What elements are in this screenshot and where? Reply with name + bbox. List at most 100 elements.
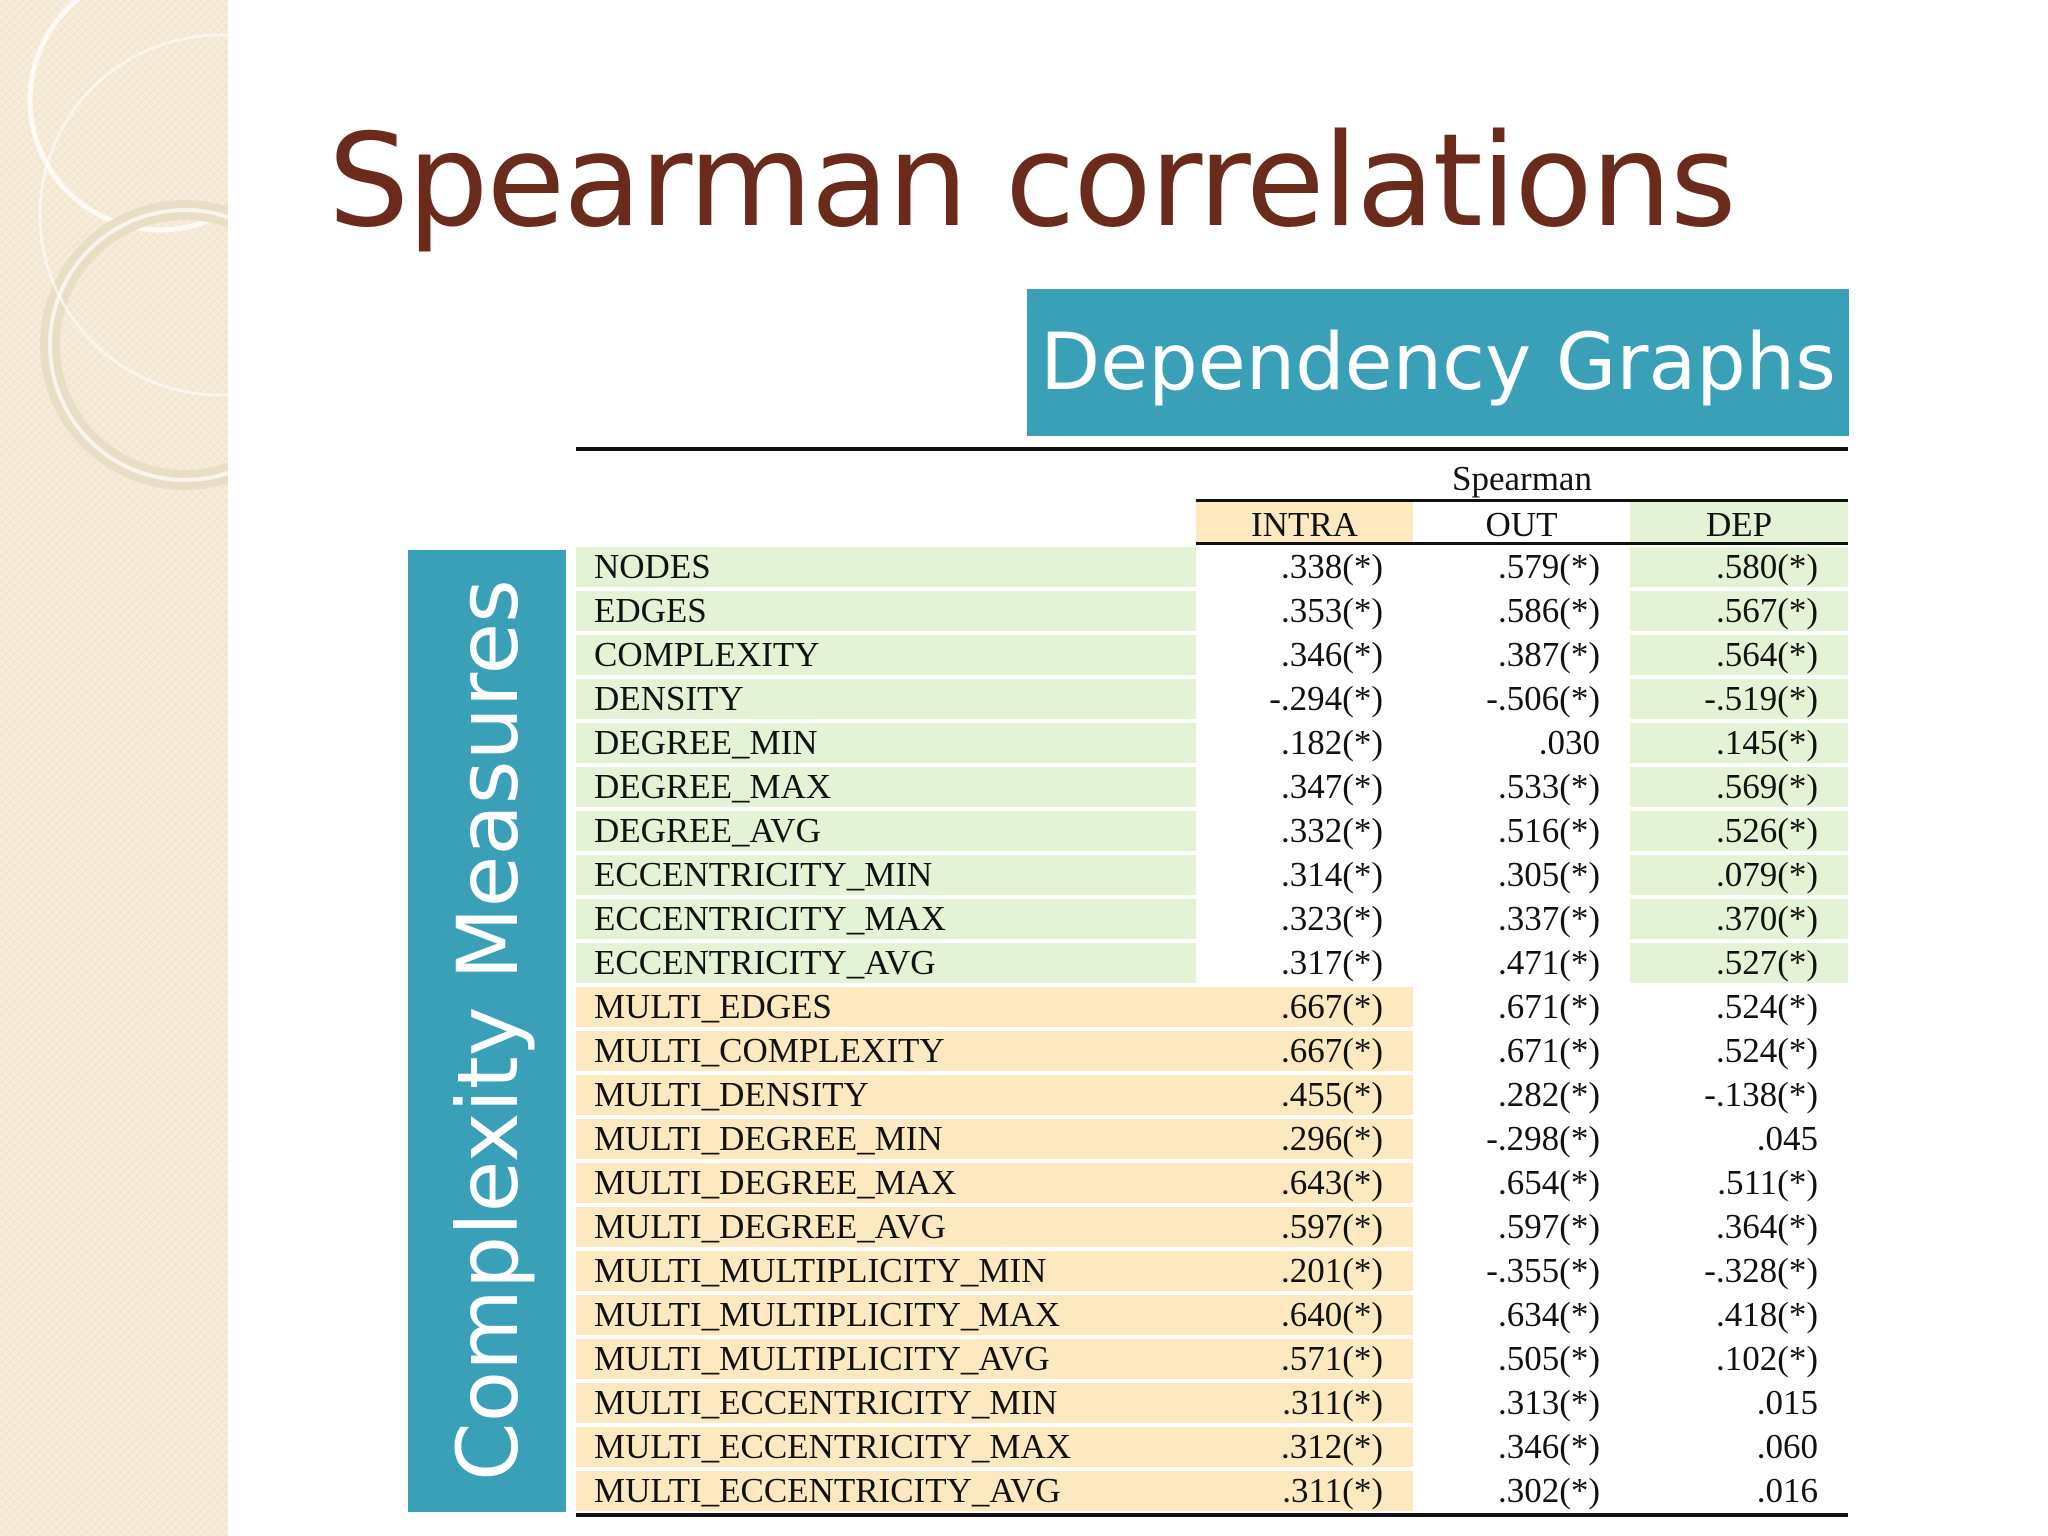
column-header-row: INTRA OUT DEP [576, 499, 1848, 545]
cell-out: .282(*) [1413, 1075, 1630, 1115]
row-label: MULTI_MULTIPLICITY_MAX [576, 1295, 1196, 1335]
cell-intra: .201(*) [1196, 1251, 1413, 1291]
row-label: MULTI_COMPLEXITY [576, 1031, 1196, 1071]
cell-intra: .643(*) [1196, 1163, 1413, 1203]
cell-out: .471(*) [1413, 943, 1630, 983]
row-label: MULTI_MULTIPLICITY_MIN [576, 1251, 1196, 1291]
table-row: MULTI_ECCENTRICITY_AVG .311(*) .302(*) .016 [576, 1469, 1848, 1513]
cell-dep: .060 [1630, 1427, 1848, 1467]
table-row: MULTI_MULTIPLICITY_MAX .640(*) .634(*) .418… [576, 1293, 1848, 1337]
column-header-out: OUT [1413, 499, 1630, 545]
cell-intra: .597(*) [1196, 1207, 1413, 1247]
cell-out: .586(*) [1413, 591, 1630, 631]
decorative-left-strip [0, 0, 228, 1536]
cell-out: -.355(*) [1413, 1251, 1630, 1291]
table-row: DEGREE_MAX .347(*) .533(*) .569(*) [576, 765, 1848, 809]
cell-dep: .580(*) [1630, 547, 1848, 587]
cell-intra: .311(*) [1196, 1383, 1413, 1423]
cell-intra: .311(*) [1196, 1471, 1413, 1511]
table-row: MULTI_COMPLEXITY .667(*) .671(*) .524(*) [576, 1029, 1848, 1073]
table-row: NODES .338(*) .579(*) .580(*) [576, 545, 1848, 589]
cell-dep: .524(*) [1630, 1031, 1848, 1071]
column-header-intra: INTRA [1196, 499, 1413, 545]
column-header-dep: DEP [1630, 499, 1848, 545]
table-row: MULTI_MULTIPLICITY_AVG .571(*) .505(*) .102… [576, 1337, 1848, 1381]
header-label-spacer [576, 499, 1196, 545]
table-bottom-rule [576, 1513, 1848, 1517]
table-row: MULTI_ECCENTRICITY_MAX .312(*) .346(*) .060 [576, 1425, 1848, 1469]
cell-out: .387(*) [1413, 635, 1630, 675]
row-label: ECCENTRICITY_MAX [576, 899, 1196, 939]
cell-out: .516(*) [1413, 811, 1630, 851]
complexity-measures-banner [408, 550, 566, 1512]
cell-intra: -.294(*) [1196, 679, 1413, 719]
cell-intra: .317(*) [1196, 943, 1413, 983]
cell-intra: .640(*) [1196, 1295, 1413, 1335]
cell-dep: .511(*) [1630, 1163, 1848, 1203]
cell-dep: -.328(*) [1630, 1251, 1848, 1291]
slide-title: Spearman correlations [328, 107, 1736, 256]
cell-dep: .418(*) [1630, 1295, 1848, 1335]
cell-out: .305(*) [1413, 855, 1630, 895]
cell-dep: -.519(*) [1630, 679, 1848, 719]
row-label: MULTI_ECCENTRICITY_AVG [576, 1471, 1196, 1511]
cell-dep: .370(*) [1630, 899, 1848, 939]
cell-intra: .571(*) [1196, 1339, 1413, 1379]
cell-out: .634(*) [1413, 1295, 1630, 1335]
row-label: MULTI_MULTIPLICITY_AVG [576, 1339, 1196, 1379]
banner-label: Dependency Graphs [1040, 317, 1836, 408]
cell-dep: .145(*) [1630, 723, 1848, 763]
cell-intra: .332(*) [1196, 811, 1413, 851]
spearman-group-header: Spearman [1452, 459, 1592, 498]
cell-out: .030 [1413, 723, 1630, 763]
table-row: ECCENTRICITY_MAX .323(*) .337(*) .370(*) [576, 897, 1848, 941]
cell-out: -.298(*) [1413, 1119, 1630, 1159]
table-row: MULTI_DEGREE_AVG .597(*) .597(*) .364(*) [576, 1205, 1848, 1249]
cell-out: .671(*) [1413, 987, 1630, 1027]
table-row: MULTI_EDGES .667(*) .671(*) .524(*) [576, 985, 1848, 1029]
complexity-measures-label: Complexity Measures [439, 579, 537, 1481]
table-row: MULTI_DEGREE_MAX .643(*) .654(*) .511(*) [576, 1161, 1848, 1205]
cell-out: .337(*) [1413, 899, 1630, 939]
cell-out: .654(*) [1413, 1163, 1630, 1203]
cell-intra: .347(*) [1196, 767, 1413, 807]
cell-dep: -.138(*) [1630, 1075, 1848, 1115]
table-row: MULTI_DEGREE_MIN .296(*) -.298(*) .045 [576, 1117, 1848, 1161]
group-header-row: Spearman [576, 451, 1848, 499]
cell-out: .671(*) [1413, 1031, 1630, 1071]
cell-dep: .567(*) [1630, 591, 1848, 631]
decorative-rings-icon [27, 0, 228, 490]
cell-out: .346(*) [1413, 1427, 1630, 1467]
row-label: MULTI_DEGREE_MIN [576, 1119, 1196, 1159]
cell-out: .505(*) [1413, 1339, 1630, 1379]
row-label: DEGREE_MIN [576, 723, 1196, 763]
cell-dep: .102(*) [1630, 1339, 1848, 1379]
cell-out: .533(*) [1413, 767, 1630, 807]
cell-dep: .527(*) [1630, 943, 1848, 983]
cell-dep: .016 [1630, 1471, 1848, 1511]
cell-out: .579(*) [1413, 547, 1630, 587]
row-label: ECCENTRICITY_AVG [576, 943, 1196, 983]
cell-dep: .564(*) [1630, 635, 1848, 675]
table-row: MULTI_ECCENTRICITY_MIN .311(*) .313(*) .015 [576, 1381, 1848, 1425]
table-row: ECCENTRICITY_MIN .314(*) .305(*) .079(*) [576, 853, 1848, 897]
row-label: MULTI_ECCENTRICITY_MIN [576, 1383, 1196, 1423]
table-row: EDGES .353(*) .586(*) .567(*) [576, 589, 1848, 633]
cell-intra: .296(*) [1196, 1119, 1413, 1159]
cell-intra: .338(*) [1196, 547, 1413, 587]
row-label: MULTI_DEGREE_MAX [576, 1163, 1196, 1203]
cell-intra: .182(*) [1196, 723, 1413, 763]
row-label: EDGES [576, 591, 1196, 631]
table-row: COMPLEXITY .346(*) .387(*) .564(*) [576, 633, 1848, 677]
row-label: MULTI_DENSITY [576, 1075, 1196, 1115]
table-body: NODES .338(*) .579(*) .580(*) EDGES .353(*) .5… [576, 545, 1848, 1513]
row-label: ECCENTRICITY_MIN [576, 855, 1196, 895]
cell-intra: .667(*) [1196, 1031, 1413, 1071]
cell-dep: .015 [1630, 1383, 1848, 1423]
cell-dep: .364(*) [1630, 1207, 1848, 1247]
row-label: COMPLEXITY [576, 635, 1196, 675]
cell-dep: .079(*) [1630, 855, 1848, 895]
cell-intra: .312(*) [1196, 1427, 1413, 1467]
cell-dep: .526(*) [1630, 811, 1848, 851]
cell-out: .313(*) [1413, 1383, 1630, 1423]
